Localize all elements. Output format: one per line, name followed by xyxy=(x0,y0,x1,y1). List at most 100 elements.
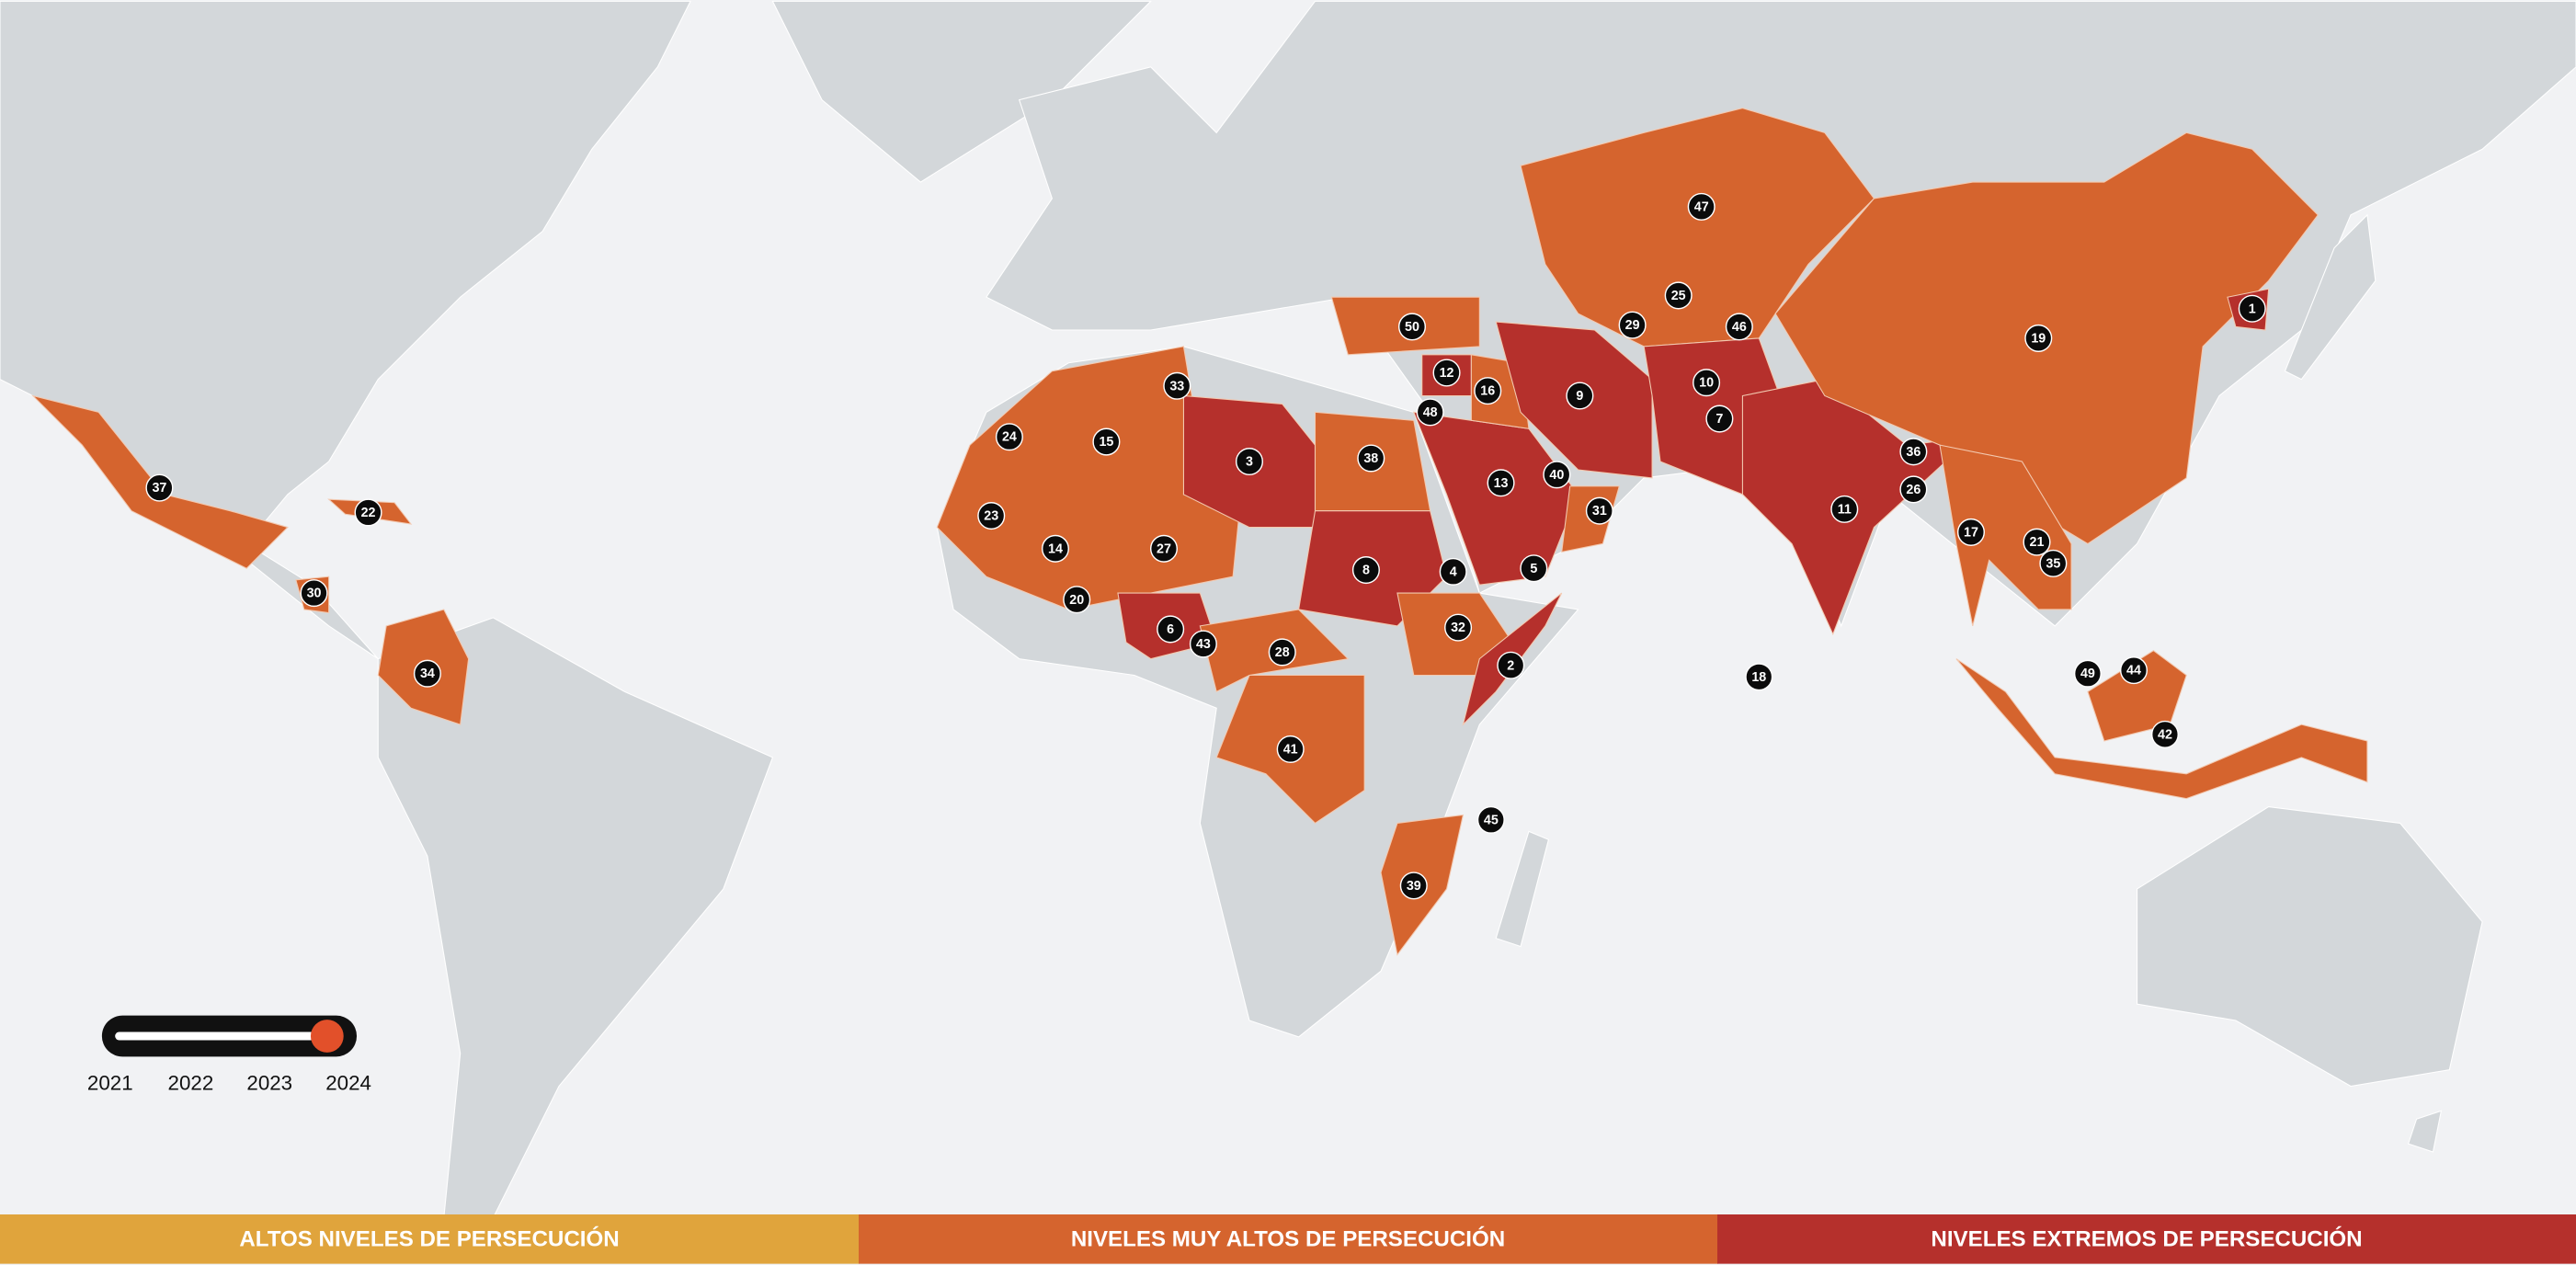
legend-label: NIVELES MUY ALTOS DE PERSECUCIÓN xyxy=(1071,1225,1505,1251)
country-marker[interactable]: 21 xyxy=(2023,528,2051,556)
marker-dot xyxy=(300,579,328,608)
marker-dot xyxy=(1189,630,1217,658)
country-marker[interactable]: 9 xyxy=(1566,382,1594,410)
marker-rank: 31 xyxy=(1592,504,1607,519)
country-marker[interactable]: 32 xyxy=(1444,613,1473,642)
country-marker[interactable]: 31 xyxy=(1585,496,1613,525)
country-marker[interactable]: 47 xyxy=(1687,192,1715,221)
country-marker[interactable]: 30 xyxy=(300,579,328,608)
marker-dot xyxy=(1276,735,1305,763)
country-marker[interactable]: 23 xyxy=(977,502,1006,530)
marker-rank: 28 xyxy=(1275,645,1290,660)
country-marker[interactable]: 7 xyxy=(1705,405,1734,433)
marker-rank: 12 xyxy=(1440,366,1454,381)
country-marker[interactable]: 13 xyxy=(1487,469,1515,497)
country-marker[interactable]: 28 xyxy=(1268,638,1296,667)
country-marker[interactable]: 45 xyxy=(1476,805,1505,834)
country-marker[interactable]: 6 xyxy=(1157,615,1185,644)
marker-dot xyxy=(1705,405,1734,433)
country-marker[interactable]: 1 xyxy=(2238,294,2266,323)
country-marker[interactable]: 25 xyxy=(1664,281,1693,310)
marker-dot xyxy=(977,502,1006,530)
country-marker[interactable]: 17 xyxy=(1956,518,1985,546)
marker-rank: 38 xyxy=(1363,451,1378,466)
country-marker[interactable]: 24 xyxy=(995,423,1023,451)
marker-dot xyxy=(2073,659,2102,688)
marker-dot xyxy=(995,423,1023,451)
country-marker[interactable]: 48 xyxy=(1416,398,1444,427)
marker-rank: 16 xyxy=(1480,384,1495,399)
country-marker[interactable]: 8 xyxy=(1351,556,1380,585)
slider-rail xyxy=(115,1031,321,1041)
country-marker[interactable]: 10 xyxy=(1693,369,1721,397)
marker-rank: 48 xyxy=(1423,405,1438,420)
marker-dot xyxy=(1439,557,1467,586)
country-marker[interactable]: 12 xyxy=(1432,359,1461,387)
marker-rank: 9 xyxy=(1576,389,1583,404)
slider-knob[interactable] xyxy=(310,1020,344,1053)
marker-dot xyxy=(2238,294,2266,323)
country-marker[interactable]: 43 xyxy=(1189,630,1217,658)
marker-dot xyxy=(1235,448,1263,476)
marker-dot xyxy=(413,659,441,688)
country-marker[interactable]: 26 xyxy=(1899,475,1928,504)
country-marker[interactable]: 22 xyxy=(354,498,382,527)
country-marker[interactable]: 42 xyxy=(2150,720,2179,748)
marker-rank: 41 xyxy=(1283,742,1298,757)
country xyxy=(2087,650,2187,742)
year-label[interactable]: 2022 xyxy=(168,1071,214,1094)
year-label[interactable]: 2021 xyxy=(87,1071,133,1094)
country-marker[interactable]: 20 xyxy=(1063,586,1091,614)
country-marker[interactable]: 15 xyxy=(1092,427,1121,456)
country-marker[interactable]: 11 xyxy=(1830,495,1859,523)
marker-rank: 1 xyxy=(2249,302,2256,316)
country-marker[interactable]: 3 xyxy=(1235,448,1263,476)
country-marker[interactable]: 41 xyxy=(1276,735,1305,763)
marker-dot xyxy=(1543,461,1571,489)
marker-rank: 25 xyxy=(1671,289,1686,303)
country-marker[interactable]: 49 xyxy=(2073,659,2102,688)
country-marker[interactable]: 46 xyxy=(1725,313,1753,341)
country xyxy=(1955,658,2368,800)
country-marker[interactable]: 36 xyxy=(1899,438,1928,466)
marker-dot xyxy=(1432,359,1461,387)
country-marker[interactable]: 29 xyxy=(1618,311,1647,339)
country xyxy=(31,394,289,569)
country-marker[interactable]: 40 xyxy=(1543,461,1571,489)
country-marker[interactable]: 33 xyxy=(1163,371,1191,400)
marker-rank: 8 xyxy=(1362,564,1370,578)
country-marker[interactable]: 35 xyxy=(2039,549,2068,577)
year-label[interactable]: 2023 xyxy=(246,1071,292,1094)
marker-rank: 36 xyxy=(1906,445,1921,460)
marker-rank: 33 xyxy=(1169,379,1184,393)
marker-dot xyxy=(354,498,382,527)
country-marker[interactable]: 14 xyxy=(1041,534,1069,563)
country-marker[interactable]: 19 xyxy=(2024,324,2053,352)
year-label[interactable]: 2024 xyxy=(325,1071,371,1094)
country-marker[interactable]: 34 xyxy=(413,659,441,688)
country-marker[interactable]: 37 xyxy=(145,473,174,502)
country-marker[interactable]: 38 xyxy=(1357,444,1385,473)
marker-rank: 30 xyxy=(307,587,322,601)
country-marker[interactable]: 39 xyxy=(1399,872,1428,900)
marker-rank: 34 xyxy=(420,667,435,681)
legend: ALTOS NIVELES DE PERSECUCIÓN NIVELES MUY … xyxy=(0,1214,2576,1264)
countries xyxy=(31,108,2368,956)
marker-dot xyxy=(1397,313,1427,341)
country-marker[interactable]: 44 xyxy=(2119,656,2149,685)
marker-rank: 43 xyxy=(1196,637,1211,652)
country-marker[interactable]: 5 xyxy=(1520,554,1548,583)
greenland xyxy=(771,0,1152,183)
marker-dot xyxy=(2150,720,2179,748)
country-marker[interactable]: 50 xyxy=(1397,313,1427,341)
country-marker[interactable]: 16 xyxy=(1474,377,1502,405)
country-marker[interactable]: 18 xyxy=(1745,663,1773,691)
marker-dot xyxy=(1149,534,1179,563)
marker-dot xyxy=(1899,438,1928,466)
marker-dot xyxy=(1092,427,1121,456)
marker-rank: 14 xyxy=(1048,541,1063,556)
country-marker[interactable]: 2 xyxy=(1497,651,1525,679)
country-marker[interactable]: 27 xyxy=(1149,534,1179,563)
country-marker[interactable]: 4 xyxy=(1439,557,1467,586)
marker-dot xyxy=(1474,377,1502,405)
